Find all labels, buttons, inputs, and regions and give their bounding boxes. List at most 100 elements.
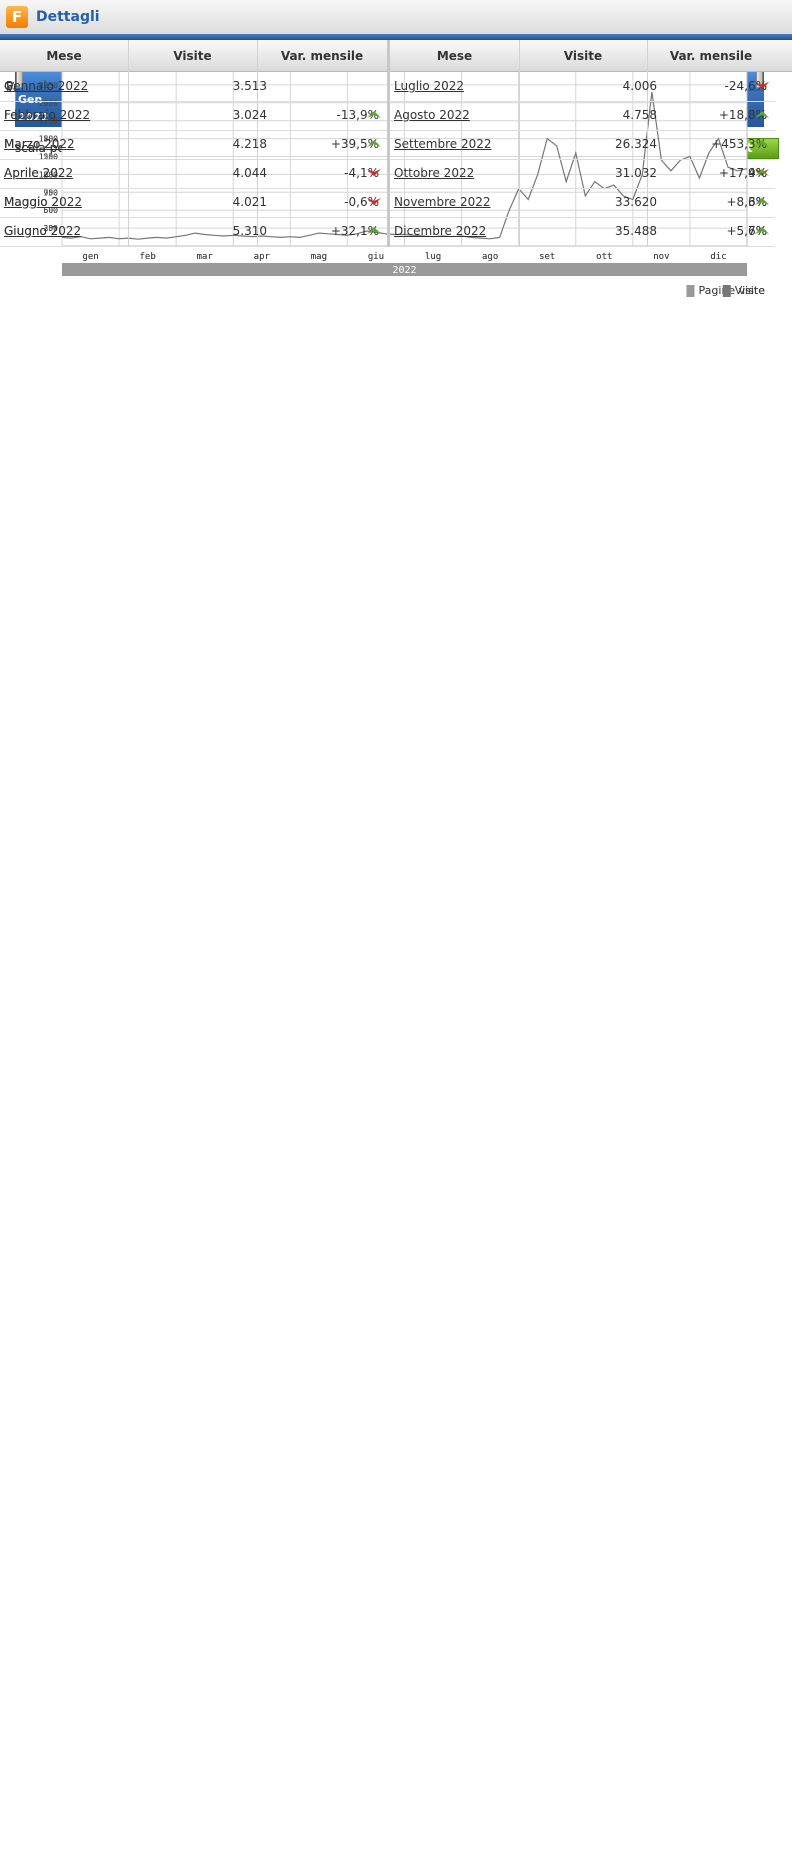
row-divider xyxy=(390,217,775,218)
cell-change: -24,6% xyxy=(724,79,767,93)
cell-change: -0,6% xyxy=(344,195,379,209)
y-tick-label: 500 xyxy=(44,206,59,215)
arrow-up xyxy=(367,140,381,147)
y-tick-label: 1500 xyxy=(39,153,58,162)
arrow-up xyxy=(755,198,769,205)
trend-arrow xyxy=(755,111,769,118)
cell-value: 26.324 xyxy=(615,137,657,151)
x-tick-label: feb xyxy=(139,252,155,262)
arrow-up xyxy=(755,111,769,118)
y-tick-label: 1000 xyxy=(39,170,58,179)
x-tick-label: dic xyxy=(710,252,726,262)
month-link[interactable]: Maggio 2022 xyxy=(4,195,82,209)
header-stripe xyxy=(0,34,792,40)
x-tick-label: set xyxy=(539,252,555,262)
table-separator xyxy=(387,40,390,247)
cell-value: 4.044 xyxy=(232,166,267,180)
panel: F Dettagli Mese Visite Var. mensile Gennaio 2… xyxy=(0,0,792,1684)
x-tick-label: gen xyxy=(82,252,98,262)
y-tick-label: 250 xyxy=(44,224,59,233)
legend-swatch xyxy=(722,285,731,297)
trend-arrow xyxy=(367,169,381,176)
cell-change: -13,9% xyxy=(336,108,379,122)
month-link[interactable]: Marzo 2022 xyxy=(4,137,75,151)
month-link[interactable]: Giugno 2022 xyxy=(4,224,82,238)
month-link[interactable]: Settembre 2022 xyxy=(394,137,492,151)
month-link[interactable]: Novembre 2022 xyxy=(394,195,491,209)
month-link[interactable]: Aprile 2022 xyxy=(4,166,74,180)
column-divider xyxy=(128,40,129,247)
cell-value: 4.218 xyxy=(232,137,267,151)
month-link[interactable]: Luglio 2022 xyxy=(394,79,465,93)
y-tick-label: 750 xyxy=(44,188,59,197)
x-tick-label: mag xyxy=(311,252,327,262)
x-tick-label: ago xyxy=(482,252,498,262)
x-tick-label: set xyxy=(539,252,555,262)
arrow-down xyxy=(367,198,381,205)
legend-swatch xyxy=(686,285,695,297)
column-header: Var. mensile xyxy=(280,49,364,63)
arrow-up xyxy=(367,111,381,118)
data-line xyxy=(61,92,748,240)
arrow-up xyxy=(755,140,769,147)
arrow-up xyxy=(755,169,769,176)
x-tick-label: nov xyxy=(653,252,669,262)
x-tick-label: giu xyxy=(368,252,384,262)
month-link[interactable]: Febbraio 2022 xyxy=(4,108,91,122)
column-divider xyxy=(257,40,258,247)
cell-change: +32,1% xyxy=(330,224,379,238)
column-header: Visite xyxy=(563,49,603,63)
year-label: 2022 xyxy=(18,111,49,124)
x-tick-label: mar xyxy=(197,252,214,262)
x-tick-label: ago xyxy=(482,252,498,262)
column-header: Visite xyxy=(173,49,212,63)
arrow-down xyxy=(755,82,769,89)
row-divider xyxy=(390,130,775,131)
y-tick-label: 1800 xyxy=(39,135,58,144)
cell-value: 3.513 xyxy=(232,79,267,93)
trend-arrow xyxy=(367,140,381,147)
arrow-up xyxy=(755,227,769,234)
y-tick-label: 300 xyxy=(44,224,59,233)
x-tick-label: feb xyxy=(139,252,155,262)
month-divider xyxy=(15,91,16,109)
cell-change: +17,9% xyxy=(718,166,767,180)
column-header: Mese xyxy=(436,49,473,63)
month-link[interactable]: Aprile 2022 xyxy=(4,166,74,180)
cell-value: 4.006 xyxy=(622,79,657,93)
column-header: Var. mensile xyxy=(669,49,753,63)
y-tick-label: 2250 xyxy=(39,81,58,90)
trend-arrow xyxy=(367,111,381,118)
month-link[interactable]: Dicembre 2022 xyxy=(394,224,487,238)
cell-change: -4,1% xyxy=(344,166,379,180)
row-divider xyxy=(0,188,387,189)
x-tick-label: mar xyxy=(197,252,214,262)
month-link[interactable]: Gennaio 2022 xyxy=(4,79,89,93)
column-divider xyxy=(647,40,648,247)
cell-change: +5,6% xyxy=(726,224,767,238)
cell-value: 31.032 xyxy=(615,166,657,180)
month-link[interactable]: Ottobre 2022 xyxy=(394,166,475,180)
x-tick-label: ott xyxy=(596,252,612,262)
x-tick-label: dic xyxy=(710,252,726,262)
panel: IntervalloCalendario avanzatoCompara met… xyxy=(0,0,792,1129)
cell-value: 35.488 xyxy=(615,224,657,238)
cell-value: 33.620 xyxy=(615,195,657,209)
legend-label: Visite xyxy=(735,284,765,297)
cell-value: 3.024 xyxy=(232,108,267,122)
x-tick-label: giu xyxy=(368,252,384,262)
year-bar xyxy=(62,263,747,276)
month-link[interactable]: Marzo 2022 xyxy=(4,137,75,151)
month-link[interactable]: Agosto 2022 xyxy=(394,108,470,122)
legend-label: Pagine viste xyxy=(698,284,765,297)
x-tick-label: lug xyxy=(425,252,441,262)
x-tick-label: apr xyxy=(254,252,271,262)
panel-title: Dettagli xyxy=(36,9,100,25)
row-divider xyxy=(0,130,387,131)
table-header xyxy=(0,40,792,72)
trend-arrow xyxy=(755,169,769,176)
arrow-down xyxy=(367,169,381,176)
trend-arrow xyxy=(755,140,769,147)
y-tick-label: 1250 xyxy=(39,153,58,162)
